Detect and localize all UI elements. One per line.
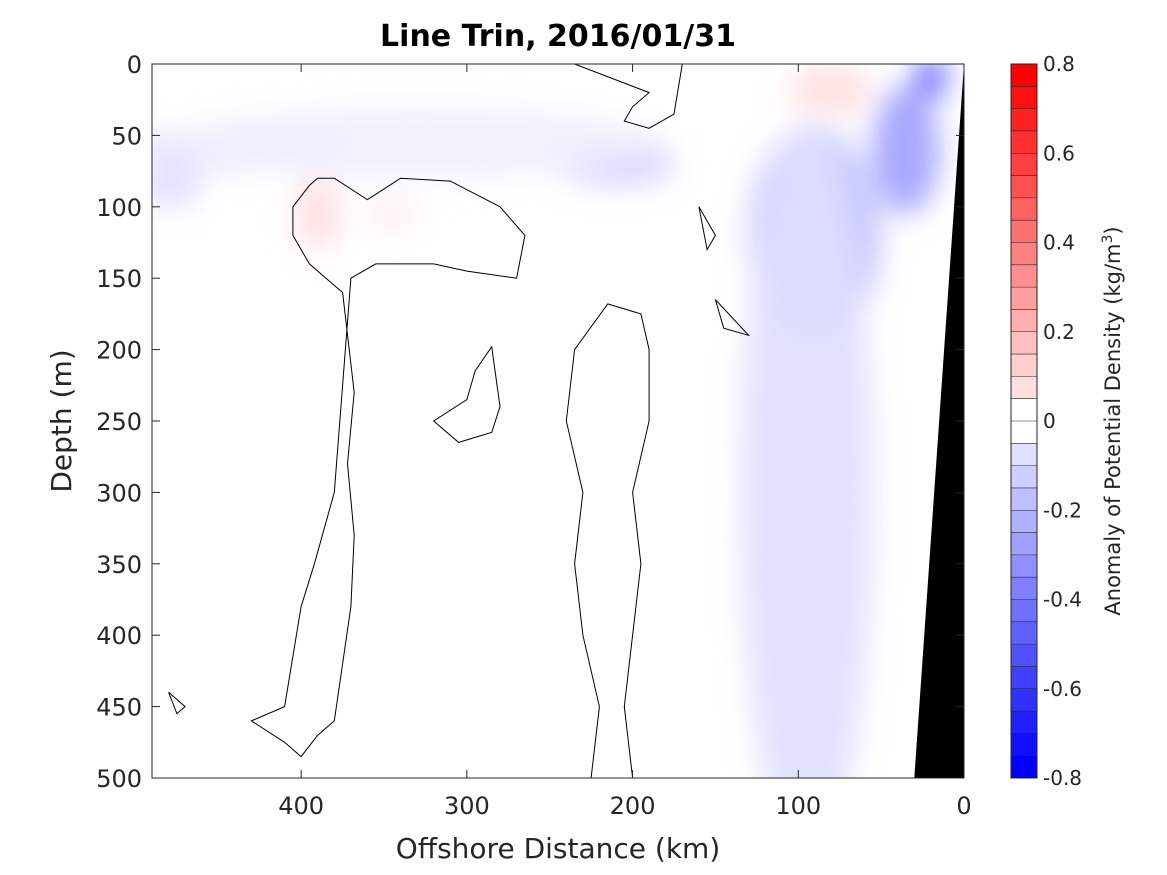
y-tick-label: 150 — [96, 265, 142, 293]
y-tick-label: 0 — [127, 51, 142, 79]
colorbar-band — [1011, 331, 1037, 355]
colorbar-tick-label: 0 — [1043, 409, 1056, 433]
colorbar-label-superscript: 3 — [1100, 235, 1116, 244]
colorbar-band — [1011, 599, 1037, 623]
x-tick-label: 400 — [278, 792, 324, 820]
colorbar-band — [1011, 86, 1037, 110]
y-tick-label: 100 — [96, 194, 142, 222]
colorbar-band — [1011, 487, 1037, 511]
x-axis-ticks: 400 300 200 100 0 — [278, 64, 972, 820]
y-axis-label: Depth (m) — [45, 349, 78, 492]
field-blob-9 — [740, 121, 873, 778]
colorbar-band — [1011, 175, 1037, 199]
chart-title: Line Trin, 2016/01/31 — [380, 19, 736, 54]
colorbar-band — [1011, 688, 1037, 712]
zero-contours — [168, 64, 751, 778]
zero-contour-3 — [432, 345, 501, 443]
colorbar-ticks: 0.8 0.6 0.4 0.2 0 -0.2 -0.4 -0.6 -0.8 — [1043, 52, 1082, 790]
colorbar-band — [1011, 153, 1037, 177]
plot-area: 400 300 200 100 0 0 50 100 150 200 250 300 350 400 45… — [96, 51, 972, 820]
colorbar-band — [1011, 376, 1037, 400]
colorbar-tick-label: -0.4 — [1043, 588, 1082, 612]
field-blob-2 — [294, 178, 341, 250]
colorbar-band — [1011, 644, 1037, 667]
y-axis-ticks: 0 50 100 150 200 250 300 350 400 450 500 — [96, 51, 964, 793]
zero-contour-1 — [250, 177, 526, 758]
zero-contour-2 — [565, 303, 650, 778]
colorbar-band — [1011, 577, 1037, 600]
colorbar-band — [1011, 465, 1037, 489]
colorbar-band — [1011, 666, 1037, 690]
colorbar-band — [1011, 510, 1037, 534]
field-blob-6 — [914, 64, 948, 100]
colorbar-band — [1011, 554, 1037, 578]
colorbar-band — [1011, 197, 1037, 221]
zero-contour-0 — [574, 64, 683, 129]
y-tick-label: 350 — [96, 551, 142, 579]
colorbar-tick-label: -0.2 — [1043, 498, 1082, 522]
colorbar-tick-label: -0.8 — [1043, 766, 1082, 790]
colorbar-band — [1011, 309, 1037, 333]
colorbar-frame — [1010, 63, 1038, 779]
colorbar-tick-label: 0.2 — [1043, 320, 1075, 344]
bottom-topography-mask — [914, 64, 964, 778]
density-field — [152, 64, 948, 778]
y-tick-label: 300 — [96, 479, 142, 507]
y-tick-label: 250 — [96, 408, 142, 436]
x-axis-label: Offshore Distance (km) — [396, 832, 721, 865]
colorbar-tick-label: 0.6 — [1043, 141, 1075, 165]
colorbar-band — [1011, 443, 1037, 467]
zero-contour-6 — [168, 691, 186, 715]
colorbar-band — [1011, 264, 1037, 288]
colorbar-band — [1011, 64, 1037, 87]
colorbar-band — [1011, 287, 1037, 310]
colorbar-band — [1011, 130, 1037, 154]
x-tick-label: 100 — [775, 792, 821, 820]
colorbar-band — [1011, 621, 1037, 645]
colorbar-tick-label: 0.4 — [1043, 231, 1075, 255]
x-tick-label: 200 — [610, 792, 656, 820]
y-tick-label: 450 — [96, 694, 142, 722]
zero-contour-4 — [714, 299, 751, 337]
field-blob-0 — [152, 163, 202, 207]
field-blob-3 — [362, 196, 423, 232]
field-blob-5 — [790, 64, 873, 116]
colorbar-bands — [1011, 63, 1037, 779]
colorbar-label-main: Anomaly of Potential Density (kg/m — [1101, 244, 1125, 616]
colorbar-band — [1011, 108, 1037, 132]
colorbar-band — [1011, 532, 1037, 556]
y-tick-label: 200 — [96, 337, 142, 365]
y-tick-label: 400 — [96, 622, 142, 650]
colorbar: 0.8 0.6 0.4 0.2 0 -0.2 -0.4 -0.6 -0.8 Anomaly of… — [1010, 52, 1125, 790]
field-blob-10 — [168, 106, 666, 179]
colorbar-band — [1011, 755, 1037, 779]
colorbar-band — [1011, 733, 1037, 757]
colorbar-tick-label: -0.6 — [1043, 677, 1082, 701]
colorbar-band — [1011, 354, 1037, 377]
zero-contour-5 — [698, 206, 716, 252]
x-tick-label: 0 — [956, 792, 971, 820]
y-tick-label: 500 — [96, 765, 142, 793]
field-blobs — [152, 64, 948, 778]
colorbar-label: Anomaly of Potential Density (kg/m3) — [1100, 226, 1125, 615]
colorbar-band — [1011, 220, 1037, 243]
x-tick-label: 300 — [444, 792, 490, 820]
y-tick-label: 50 — [111, 122, 142, 150]
field-blob-7 — [872, 85, 940, 214]
colorbar-band — [1011, 242, 1037, 266]
colorbar-tick-label: 0.8 — [1043, 52, 1075, 76]
colorbar-band — [1011, 421, 1037, 444]
colorbar-band — [1011, 711, 1037, 734]
colorbar-band — [1011, 398, 1037, 422]
colorbar-label-end: ) — [1101, 226, 1125, 234]
